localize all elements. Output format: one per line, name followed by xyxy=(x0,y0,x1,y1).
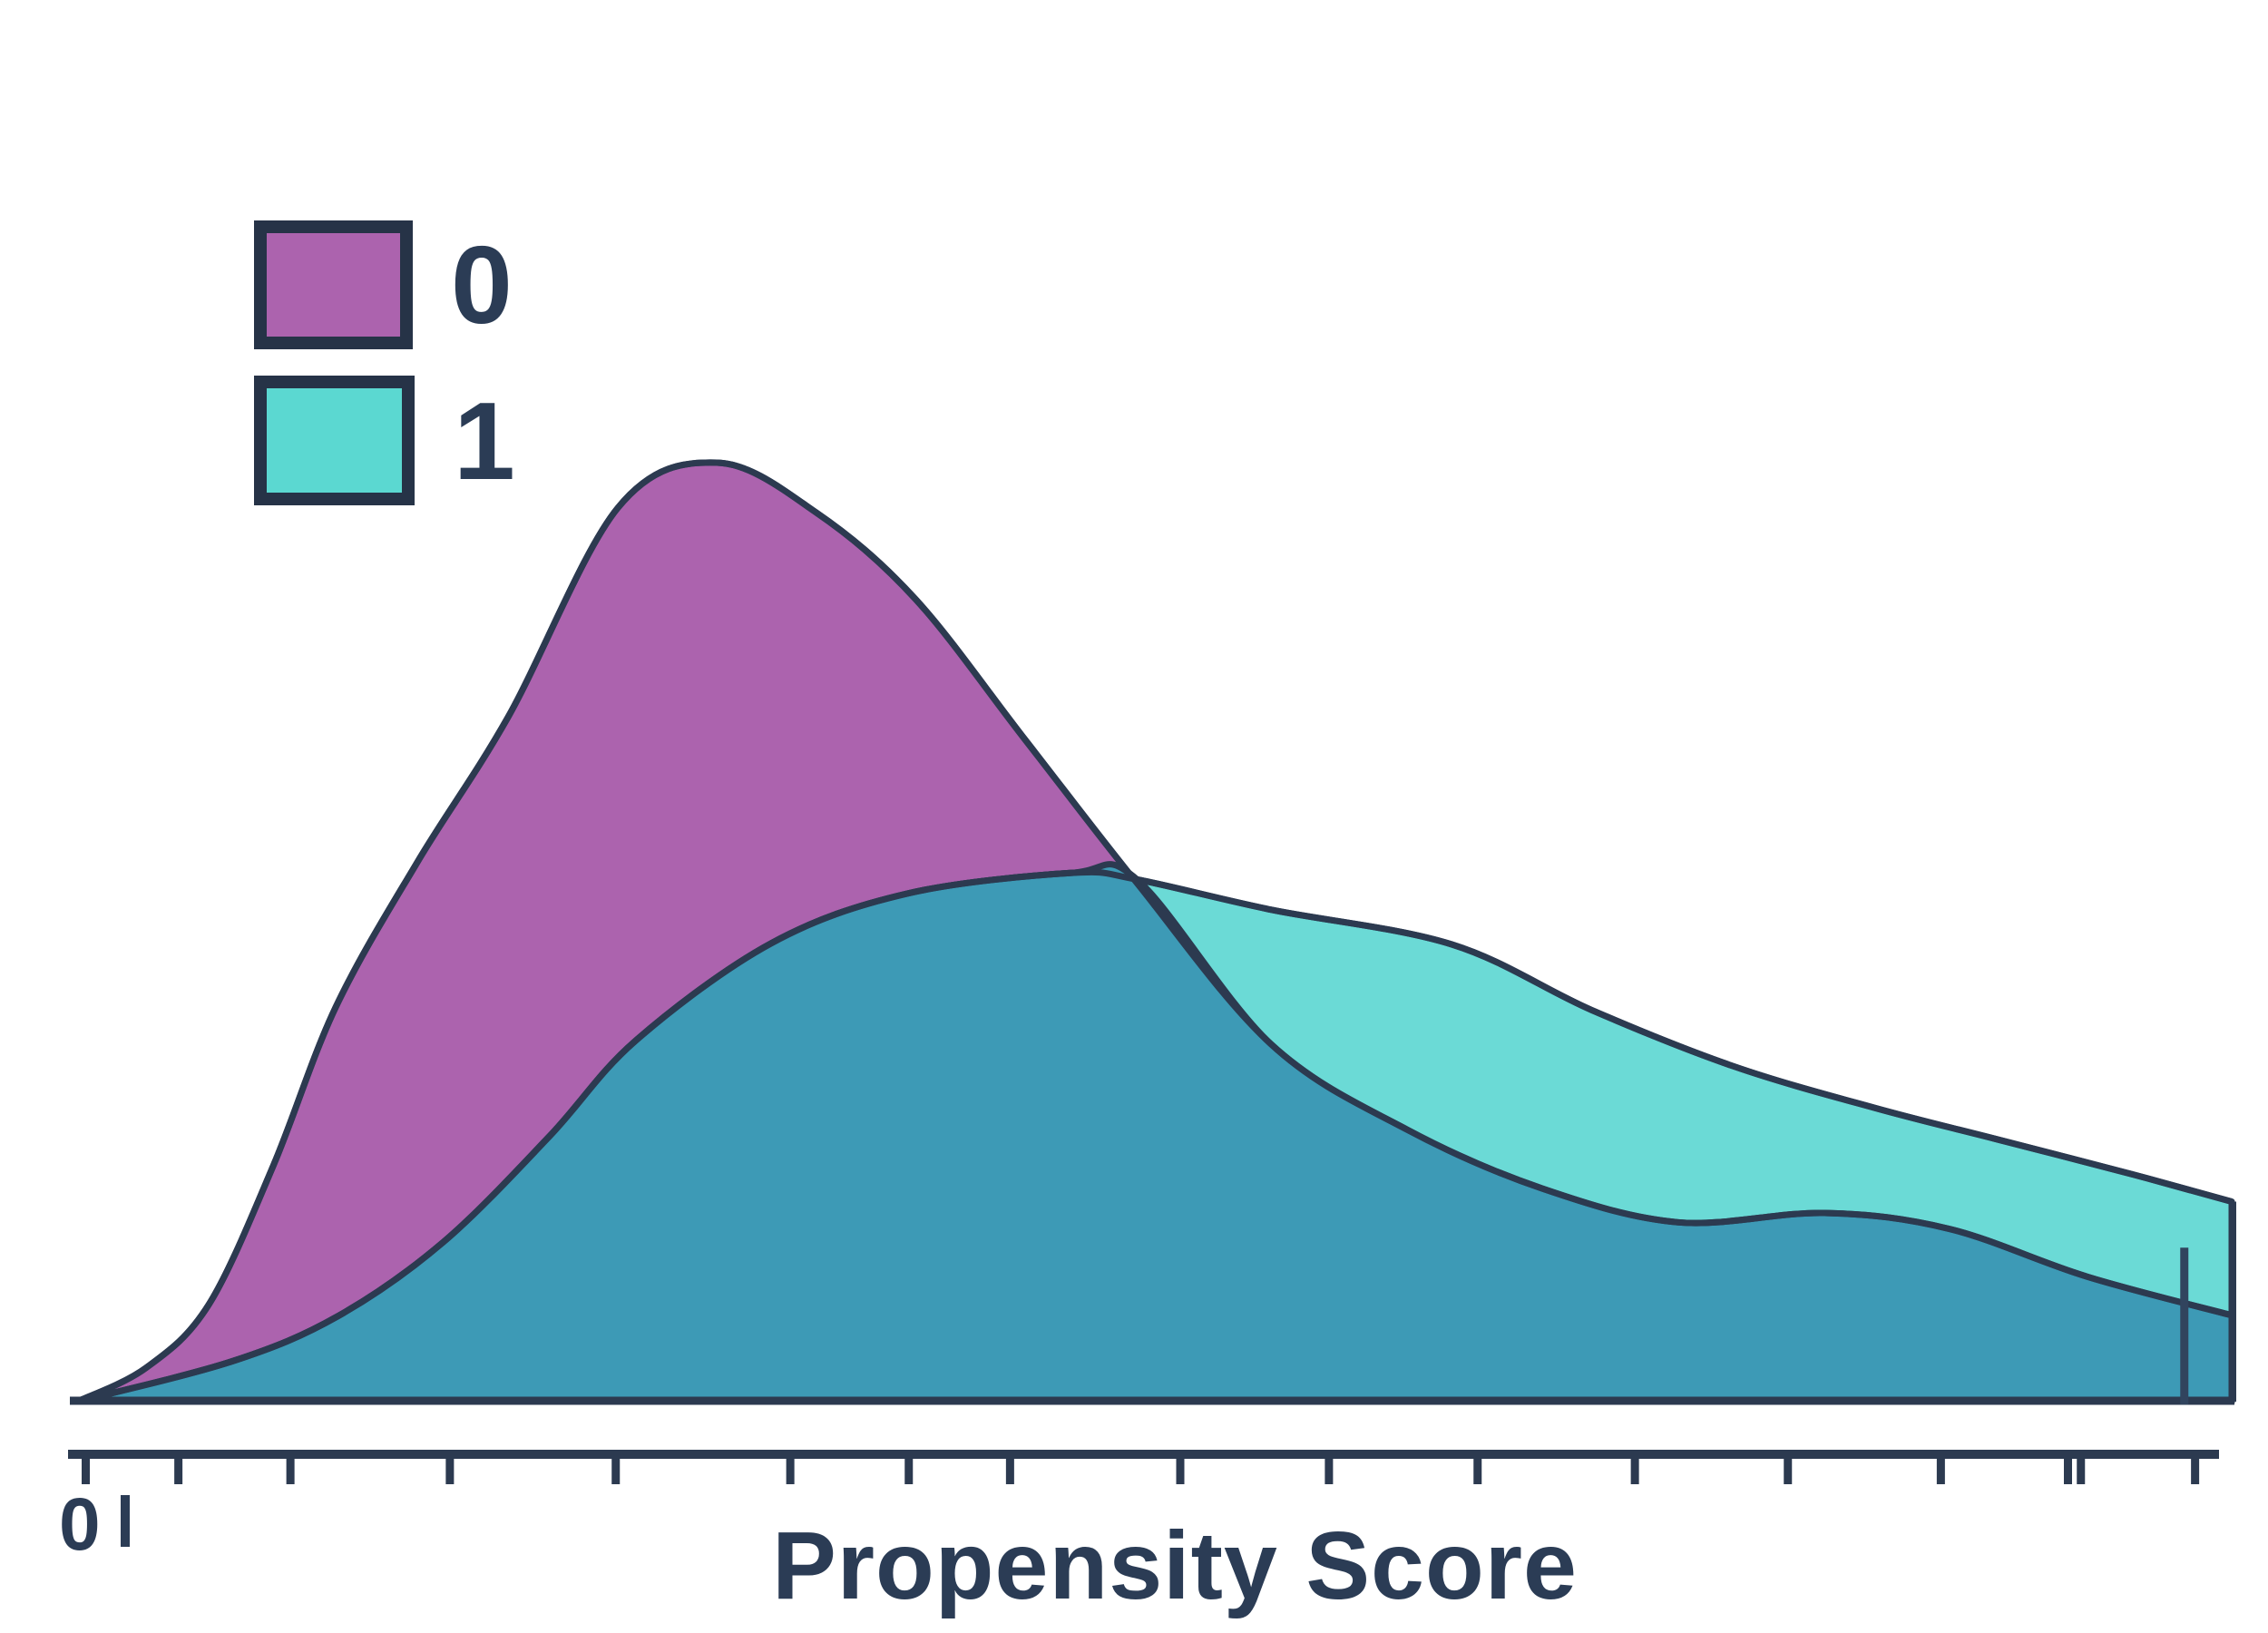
x-axis: 0 Propensity Score xyxy=(59,1450,2219,1619)
legend-swatch-0 xyxy=(254,220,413,349)
legend-swatch-1 xyxy=(254,376,415,505)
x-axis-tick-label-zero: 0 xyxy=(59,1483,101,1566)
legend-label-0: 0 xyxy=(451,223,513,347)
density-curve-0 xyxy=(75,459,2233,1405)
x-axis-title: Propensity Score xyxy=(772,1512,1578,1619)
legend-label-1: 1 xyxy=(454,379,515,503)
x-axis-ticks xyxy=(82,1454,2200,1484)
density-curve-1 xyxy=(76,868,2233,1405)
plot-area xyxy=(70,459,2236,1405)
tick-label-artifact-bar xyxy=(121,1495,130,1547)
legend: 0 1 xyxy=(254,220,515,505)
